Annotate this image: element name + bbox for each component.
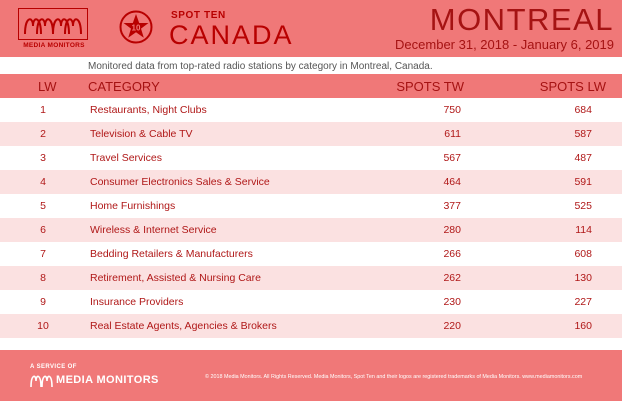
row-rank: 5	[40, 200, 46, 212]
badge-number: 10	[132, 24, 141, 33]
row-spots-tw: 280	[443, 224, 461, 236]
date-range: December 31, 2018 - January 6, 2019	[395, 37, 614, 52]
footer-band: A SERVICE OF MEDIA MONITORS © 2018 Media…	[0, 350, 622, 401]
row-spots-tw: 262	[443, 272, 461, 284]
star-badge-icon: 10	[119, 10, 153, 44]
column-header-spots-tw: SPOTS TW	[396, 79, 464, 94]
row-spots-tw: 230	[443, 296, 461, 308]
row-rank: 1	[40, 104, 46, 116]
row-spots-lw: 114	[575, 224, 592, 236]
row-rank: 9	[40, 296, 46, 308]
row-spots-tw: 266	[443, 248, 461, 260]
row-spots-tw: 567	[443, 152, 461, 164]
row-spots-lw: 227	[574, 296, 592, 308]
row-category: Consumer Electronics Sales & Service	[90, 176, 270, 188]
table-row: 3 Travel Services 567 487	[0, 146, 622, 170]
table-row: 9 Insurance Providers 230 227	[0, 290, 622, 314]
row-spots-tw: 611	[444, 128, 461, 140]
row-spots-lw: 487	[574, 152, 592, 164]
row-spots-tw: 464	[443, 176, 461, 188]
table-row: 8 Retirement, Assisted & Nursing Care 26…	[0, 266, 622, 290]
table-row: 7 Bedding Retailers & Manufacturers 266 …	[0, 242, 622, 266]
footer-brand: MEDIA MONITORS	[56, 374, 159, 386]
row-category: Insurance Providers	[90, 296, 184, 308]
row-category: Retirement, Assisted & Nursing Care	[90, 272, 261, 284]
row-rank: 10	[37, 320, 49, 332]
row-category: Television & Cable TV	[90, 128, 193, 140]
table-row: 5 Home Furnishings 377 525	[0, 194, 622, 218]
column-header-spots-lw: SPOTS LW	[539, 79, 606, 94]
row-rank: 7	[40, 248, 46, 260]
mm-logo-mark-icon	[18, 8, 88, 40]
table-row: 6 Wireless & Internet Service 280 114	[0, 218, 622, 242]
row-spots-lw: 160	[574, 320, 592, 332]
service-of-label: A SERVICE OF	[30, 364, 77, 370]
row-rank: 8	[40, 272, 46, 284]
row-rank: 3	[40, 152, 46, 164]
row-spots-tw: 750	[443, 104, 461, 116]
table-body: 1 Restaurants, Night Clubs 750 684 2 Tel…	[0, 98, 622, 338]
column-header-lw: LW	[38, 79, 57, 94]
row-category: Bedding Retailers & Manufacturers	[90, 248, 253, 260]
city-title: MONTREAL	[429, 2, 614, 37]
row-spots-lw: 587	[574, 128, 592, 140]
row-category: Wireless & Internet Service	[90, 224, 217, 236]
row-rank: 2	[40, 128, 46, 140]
logo-text: MEDIA MONITORS	[23, 42, 85, 49]
table-row: 10 Real Estate Agents, Agencies & Broker…	[0, 314, 622, 338]
row-category: Home Furnishings	[90, 200, 176, 212]
row-spots-lw: 525	[574, 200, 592, 212]
row-rank: 4	[40, 176, 46, 188]
row-spots-lw: 591	[574, 176, 592, 188]
table-row: 1 Restaurants, Night Clubs 750 684	[0, 98, 622, 122]
table-header: LW CATEGORY SPOTS TW SPOTS LW	[0, 74, 622, 98]
country-title: CANADA	[169, 20, 294, 50]
row-spots-tw: 220	[443, 320, 461, 332]
table-row: 4 Consumer Electronics Sales & Service 4…	[0, 170, 622, 194]
mm-footer-mark-icon	[30, 375, 53, 388]
row-spots-lw: 608	[574, 248, 592, 260]
row-spots-lw: 684	[574, 104, 592, 116]
row-rank: 6	[40, 224, 46, 236]
row-category: Real Estate Agents, Agencies & Brokers	[90, 320, 277, 332]
header-band: MEDIA MONITORS 10 SPOT TEN CANADA MONTRE…	[0, 0, 622, 57]
column-header-category: CATEGORY	[88, 79, 160, 94]
row-spots-lw: 130	[574, 272, 592, 284]
spot-ten-label: SPOT TEN	[171, 10, 226, 21]
row-category: Restaurants, Night Clubs	[90, 104, 207, 116]
media-monitors-logo: MEDIA MONITORS	[12, 8, 92, 50]
report-subtitle: Monitored data from top-rated radio stat…	[88, 61, 433, 72]
row-spots-tw: 377	[443, 200, 461, 212]
copyright-text: © 2018 Media Monitors. All Rights Reserv…	[205, 374, 583, 380]
table-row: 2 Television & Cable TV 611 587	[0, 122, 622, 146]
row-category: Travel Services	[90, 152, 162, 164]
spot-ten-badge: 10	[119, 10, 153, 44]
